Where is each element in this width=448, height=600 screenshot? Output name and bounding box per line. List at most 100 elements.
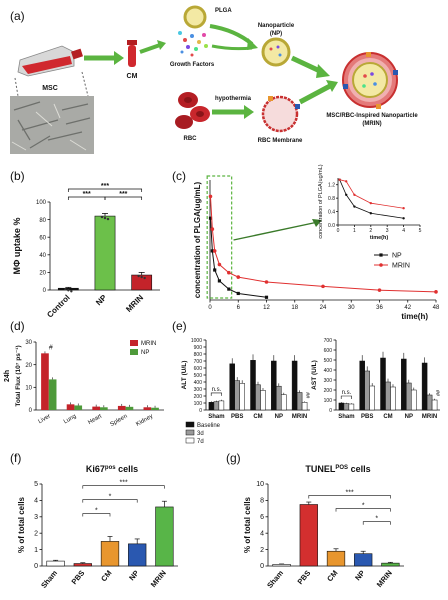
bar-baseline-np <box>401 358 407 411</box>
y-tick-label: 500 <box>194 373 203 379</box>
data-point-mrin <box>377 288 382 292</box>
data-point-mrin <box>236 275 241 279</box>
bar-7d-cm <box>260 390 266 411</box>
msc-micrograph <box>10 96 94 154</box>
x-tick-label: MRIN <box>149 569 168 589</box>
bar-baseline-mrin <box>421 362 428 411</box>
y-tick-label: 4 <box>34 498 38 505</box>
bar-7d-sham <box>218 400 225 411</box>
x-tick-label: MRIN <box>375 569 394 589</box>
significance-bracket <box>82 513 111 517</box>
panel-label-b: (b) <box>10 169 25 183</box>
bar-3d-pbs <box>234 380 240 411</box>
hypothermia-label: hypothermia <box>215 96 252 102</box>
x-tick-label: 6 <box>237 305 241 311</box>
bar-pbs <box>73 563 92 567</box>
bar-mrin-spleen <box>117 405 126 410</box>
y-axis-label: Total Flux (10⁷ ps⁻¹) <box>15 345 22 406</box>
inset-x-tick-label: 2 <box>369 228 372 234</box>
data-point-np <box>208 216 213 220</box>
y-tick-label: 3 <box>34 514 38 521</box>
data-point-mrin <box>212 249 217 253</box>
bar-3d-sham <box>213 401 220 411</box>
x-tick-label: 48 <box>433 305 440 311</box>
bar-3d-cm <box>385 381 391 411</box>
bar-7d-mrin <box>301 402 308 411</box>
chart-e-ast: 0 100 200 300 400 500 600 700 AST (U/L) Sham PBS CM… <box>311 338 442 420</box>
x-tick-label: NP <box>353 569 367 583</box>
np-abbrev-label: (NP) <box>270 31 282 37</box>
bar-3d-mrin <box>296 392 303 411</box>
legend-swatch <box>130 349 138 355</box>
data-point-mrin <box>210 227 215 231</box>
zoom-region-box <box>206 175 233 299</box>
y-tick-label: 0 <box>29 408 33 414</box>
chart-g-tunel: 0 2 4 6 8 10 % of total cells TUNELPOS cells Sha… <box>243 464 404 590</box>
bar-np-heart <box>100 407 108 410</box>
x-tick-label: 30 <box>348 305 355 311</box>
significance-label: *** <box>83 191 91 198</box>
bar-7d-sham <box>348 403 355 411</box>
bar-7d-cm <box>390 386 396 411</box>
x-tick-label: 24 <box>320 305 327 311</box>
rbc-membrane-icon <box>261 95 300 133</box>
y-tick-label: 700 <box>194 359 203 365</box>
significance-label: # <box>49 344 53 351</box>
x-tick-label: Sham <box>208 414 224 420</box>
significance-bracket <box>362 521 391 525</box>
x-tick-label: PBS <box>70 569 87 587</box>
y-tick-label: 2 <box>34 530 38 537</box>
data-point-np <box>210 249 214 253</box>
data-point <box>67 289 70 292</box>
x-tick-label: Spleen <box>109 414 128 429</box>
x-tick-label: CM <box>325 569 339 584</box>
ns-bracket <box>340 395 352 399</box>
bar-mrin-lung <box>66 404 75 410</box>
nanoparticle-icon <box>261 37 291 67</box>
legend-swatch <box>185 437 195 444</box>
plga-particle-icon <box>183 5 207 29</box>
legend-swatch <box>185 429 195 436</box>
y-axis-label: ALT (U/L) <box>181 361 188 390</box>
data-point-mrin <box>208 194 213 199</box>
bar-np-lung <box>74 405 83 410</box>
significance-label: * <box>109 494 112 501</box>
legend-marker <box>379 263 383 267</box>
data-point <box>70 290 73 293</box>
y-tick-label: 60 <box>39 235 46 241</box>
inset-y-tick-label: 0.0 <box>328 223 335 229</box>
series-line-mrin <box>209 196 437 293</box>
significance-bracket <box>308 495 391 499</box>
bar-np-spleen <box>125 406 134 410</box>
legend-marker <box>379 253 383 257</box>
significance-bracket <box>67 188 143 192</box>
y-tick-label: 0 <box>34 563 38 570</box>
bar-baseline-pbs <box>359 360 365 411</box>
x-tick-label: 0 <box>208 305 212 311</box>
inset-x-tick-label: 1 <box>353 228 356 234</box>
inset-point <box>338 178 341 181</box>
data-point <box>100 215 104 219</box>
bar-7d-pbs <box>239 383 245 411</box>
y-tick-label: 700 <box>324 338 333 344</box>
legend-label: 3d <box>197 431 204 437</box>
ns-label: n.s. <box>212 387 222 393</box>
significance-label: ## <box>436 389 442 396</box>
significance-bracket <box>104 196 143 200</box>
legend-label: MRIN <box>141 341 156 347</box>
inset-x-tick-label: 4 <box>402 228 405 234</box>
x-tick-label: NP <box>94 293 109 308</box>
legend-label: MRIN <box>392 263 410 270</box>
y-tick-label: 300 <box>324 378 333 384</box>
data-point <box>64 288 67 291</box>
bar-mrin-kidney <box>143 407 152 410</box>
significance-label: * <box>375 516 378 523</box>
bar-7d-np <box>411 389 417 411</box>
bar-baseline-sham <box>208 402 215 411</box>
inset-point <box>345 180 348 183</box>
legend-swatch <box>130 340 138 346</box>
culture-flask-icon <box>17 45 83 77</box>
